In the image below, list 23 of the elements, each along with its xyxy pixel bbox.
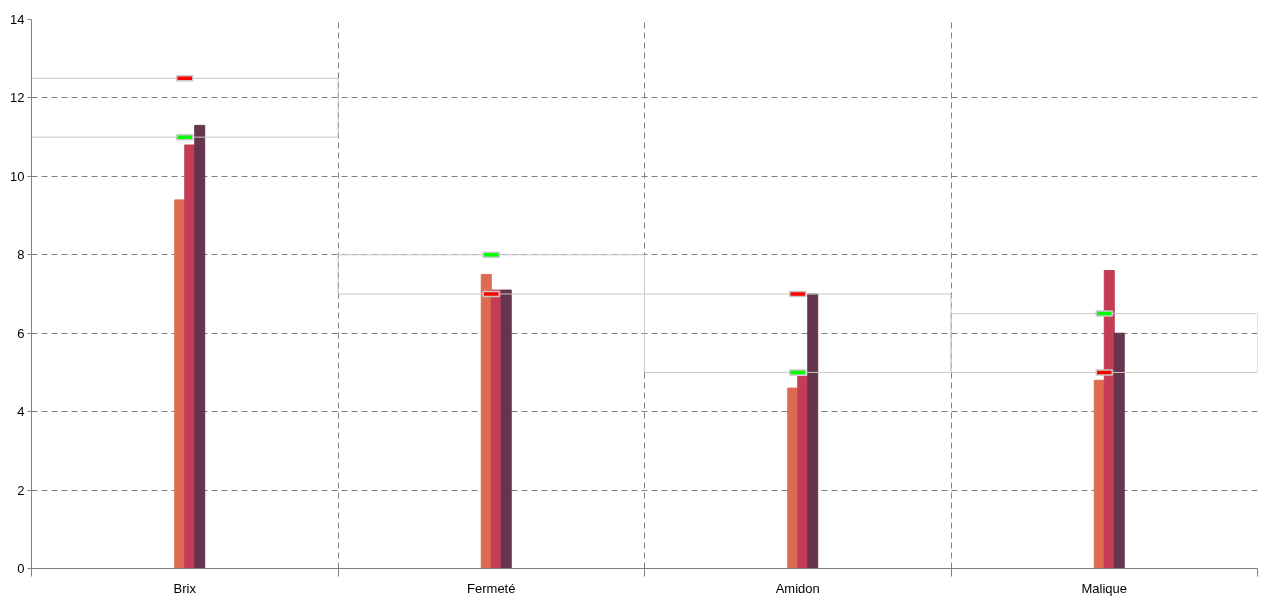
- y-tick-label: 4: [17, 404, 25, 420]
- x-tick-label: Brix: [173, 580, 197, 596]
- bar: [787, 387, 799, 569]
- x-tick-label: Amidon: [775, 580, 820, 596]
- bar: [31, 77, 339, 138]
- bar: [194, 124, 206, 569]
- y-tick-label: 0: [17, 561, 25, 576]
- y-tick-label: 2: [17, 482, 25, 498]
- bar: [807, 293, 819, 569]
- x-tick-label: Malique: [1081, 580, 1128, 596]
- bar: [500, 289, 512, 569]
- bar: [174, 199, 186, 569]
- bar: [1093, 379, 1105, 569]
- bar: [480, 273, 492, 569]
- x-tick-label: Fermeté: [467, 580, 516, 596]
- bar: [184, 144, 196, 569]
- y-tick-label: 12: [10, 90, 25, 106]
- y-tick-label: 6: [17, 325, 25, 341]
- bar: [797, 375, 809, 569]
- y-tick-label: 14: [10, 12, 25, 27]
- bar: [1113, 332, 1125, 569]
- y-tick-label: 8: [17, 247, 25, 263]
- y-tick-label: 10: [10, 168, 25, 184]
